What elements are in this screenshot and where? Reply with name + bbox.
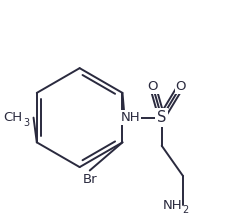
Text: S: S bbox=[156, 110, 166, 125]
Text: 3: 3 bbox=[23, 118, 29, 128]
Text: O: O bbox=[175, 80, 185, 93]
Text: NH: NH bbox=[162, 199, 181, 212]
Text: NH: NH bbox=[120, 111, 140, 124]
Text: 2: 2 bbox=[182, 205, 188, 215]
Text: Br: Br bbox=[82, 173, 97, 186]
Text: CH: CH bbox=[3, 111, 22, 124]
Text: O: O bbox=[147, 80, 157, 93]
